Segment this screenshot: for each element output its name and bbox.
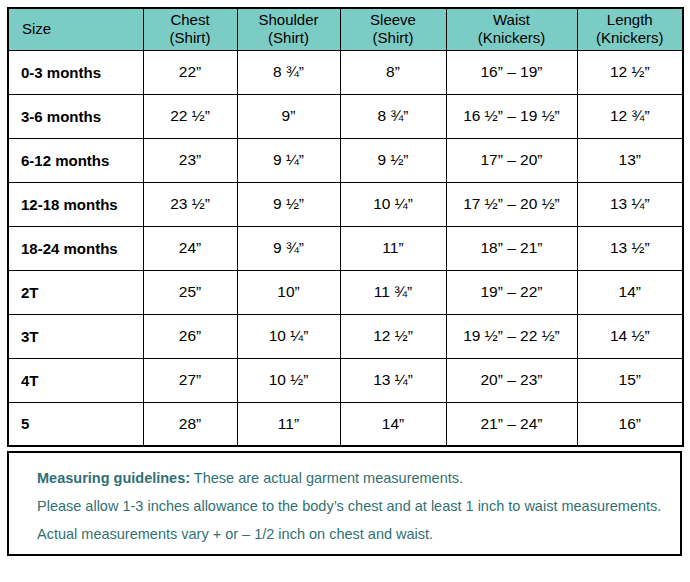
note-heading: Measuring guidelines:: [37, 470, 190, 486]
cell-sleeve: 12 ½”: [340, 314, 446, 358]
cell-size: 2T: [8, 270, 143, 314]
cell-waist: 19” – 22”: [446, 270, 577, 314]
table-row: 5 28” 11” 14” 21” – 24” 16”: [8, 402, 683, 446]
cell-waist: 16 ½” – 19 ½”: [446, 94, 577, 138]
column-header-sub: (Shirt): [240, 29, 338, 47]
column-header-sleeve: Sleeve(Shirt): [340, 8, 446, 50]
cell-waist: 17 ½” – 20 ½”: [446, 182, 577, 226]
column-header-shoulder: Shoulder(Shirt): [237, 8, 340, 50]
cell-size: 12-18 months: [8, 182, 143, 226]
cell-length: 12 ¾”: [577, 94, 683, 138]
cell-length: 13 ¼”: [577, 182, 683, 226]
cell-chest: 23”: [143, 138, 237, 182]
column-header-label: Shoulder: [258, 11, 318, 28]
note-line-1: Measuring guidelines: These are actual g…: [37, 470, 670, 486]
cell-waist: 16” – 19”: [446, 50, 577, 94]
table-row: 2T 25” 10” 11 ¾” 19” – 22” 14”: [8, 270, 683, 314]
column-header-length: Length(Knickers): [577, 8, 683, 50]
cell-shoulder: 11”: [237, 402, 340, 446]
cell-size: 4T: [8, 358, 143, 402]
cell-chest: 27”: [143, 358, 237, 402]
note-line-2: Please allow 1-3 inches allowance to the…: [37, 498, 670, 514]
column-header-sub: (Shirt): [146, 29, 235, 47]
cell-length: 16”: [577, 402, 683, 446]
column-header-label: Chest: [170, 11, 209, 28]
cell-size: 5: [8, 402, 143, 446]
cell-sleeve: 11 ¾”: [340, 270, 446, 314]
size-chart-table: Size Chest(Shirt) Shoulder(Shirt) Sleeve…: [7, 7, 684, 447]
cell-size: 3T: [8, 314, 143, 358]
column-header-label: Sleeve: [370, 11, 416, 28]
column-header-label: Length: [607, 11, 653, 28]
cell-waist: 18” – 21”: [446, 226, 577, 270]
cell-sleeve: 9 ½”: [340, 138, 446, 182]
cell-sleeve: 8 ¾”: [340, 94, 446, 138]
cell-size: 18-24 months: [8, 226, 143, 270]
cell-size: 6-12 months: [8, 138, 143, 182]
table-row: 0-3 months 22” 8 ¾” 8” 16” – 19” 12 ½”: [8, 50, 683, 94]
cell-shoulder: 10 ½”: [237, 358, 340, 402]
cell-shoulder: 10”: [237, 270, 340, 314]
cell-sleeve: 11”: [340, 226, 446, 270]
column-header-label: Size: [22, 20, 51, 37]
cell-shoulder: 9”: [237, 94, 340, 138]
cell-waist: 19 ½” – 22 ½”: [446, 314, 577, 358]
cell-shoulder: 9 ¾”: [237, 226, 340, 270]
cell-length: 12 ½”: [577, 50, 683, 94]
note-line-1-text: These are actual garment measurements.: [190, 470, 463, 486]
column-header-chest: Chest(Shirt): [143, 8, 237, 50]
cell-chest: 24”: [143, 226, 237, 270]
cell-length: 14 ½”: [577, 314, 683, 358]
column-header-waist: Waist(Knickers): [446, 8, 577, 50]
header-row: Size Chest(Shirt) Shoulder(Shirt) Sleeve…: [8, 8, 683, 50]
measuring-guidelines-note: Measuring guidelines: These are actual g…: [7, 451, 682, 556]
cell-waist: 21” – 24”: [446, 402, 577, 446]
cell-length: 15”: [577, 358, 683, 402]
cell-sleeve: 10 ¼”: [340, 182, 446, 226]
cell-length: 14”: [577, 270, 683, 314]
cell-chest: 23 ½”: [143, 182, 237, 226]
cell-chest: 22”: [143, 50, 237, 94]
table-row: 4T 27” 10 ½” 13 ¼” 20” – 23” 15”: [8, 358, 683, 402]
cell-length: 13 ½”: [577, 226, 683, 270]
cell-chest: 22 ½”: [143, 94, 237, 138]
column-header-sub: (Knickers): [580, 29, 681, 47]
cell-chest: 28”: [143, 402, 237, 446]
table-row: 3T 26” 10 ¼” 12 ½” 19 ½” – 22 ½” 14 ½”: [8, 314, 683, 358]
table-row: 6-12 months 23” 9 ¼” 9 ½” 17” – 20” 13”: [8, 138, 683, 182]
cell-waist: 20” – 23”: [446, 358, 577, 402]
cell-chest: 25”: [143, 270, 237, 314]
cell-sleeve: 14”: [340, 402, 446, 446]
column-header-size: Size: [8, 8, 143, 50]
cell-sleeve: 13 ¼”: [340, 358, 446, 402]
cell-size: 0-3 months: [8, 50, 143, 94]
column-header-sub: (Shirt): [343, 29, 444, 47]
cell-shoulder: 9 ½”: [237, 182, 340, 226]
cell-length: 13”: [577, 138, 683, 182]
cell-chest: 26”: [143, 314, 237, 358]
cell-waist: 17” – 20”: [446, 138, 577, 182]
note-line-3: Actual measurements vary + or – 1/2 inch…: [37, 526, 670, 542]
column-header-label: Waist: [493, 11, 530, 28]
table-row: 12-18 months 23 ½” 9 ½” 10 ¼” 17 ½” – 20…: [8, 182, 683, 226]
cell-shoulder: 8 ¾”: [237, 50, 340, 94]
cell-size: 3-6 months: [8, 94, 143, 138]
cell-shoulder: 9 ¼”: [237, 138, 340, 182]
table-row: 3-6 months 22 ½” 9” 8 ¾” 16 ½” – 19 ½” 1…: [8, 94, 683, 138]
table-row: 18-24 months 24” 9 ¾” 11” 18” – 21” 13 ½…: [8, 226, 683, 270]
cell-sleeve: 8”: [340, 50, 446, 94]
column-header-sub: (Knickers): [449, 29, 575, 47]
cell-shoulder: 10 ¼”: [237, 314, 340, 358]
size-chart-sheet: Size Chest(Shirt) Shoulder(Shirt) Sleeve…: [0, 0, 690, 556]
